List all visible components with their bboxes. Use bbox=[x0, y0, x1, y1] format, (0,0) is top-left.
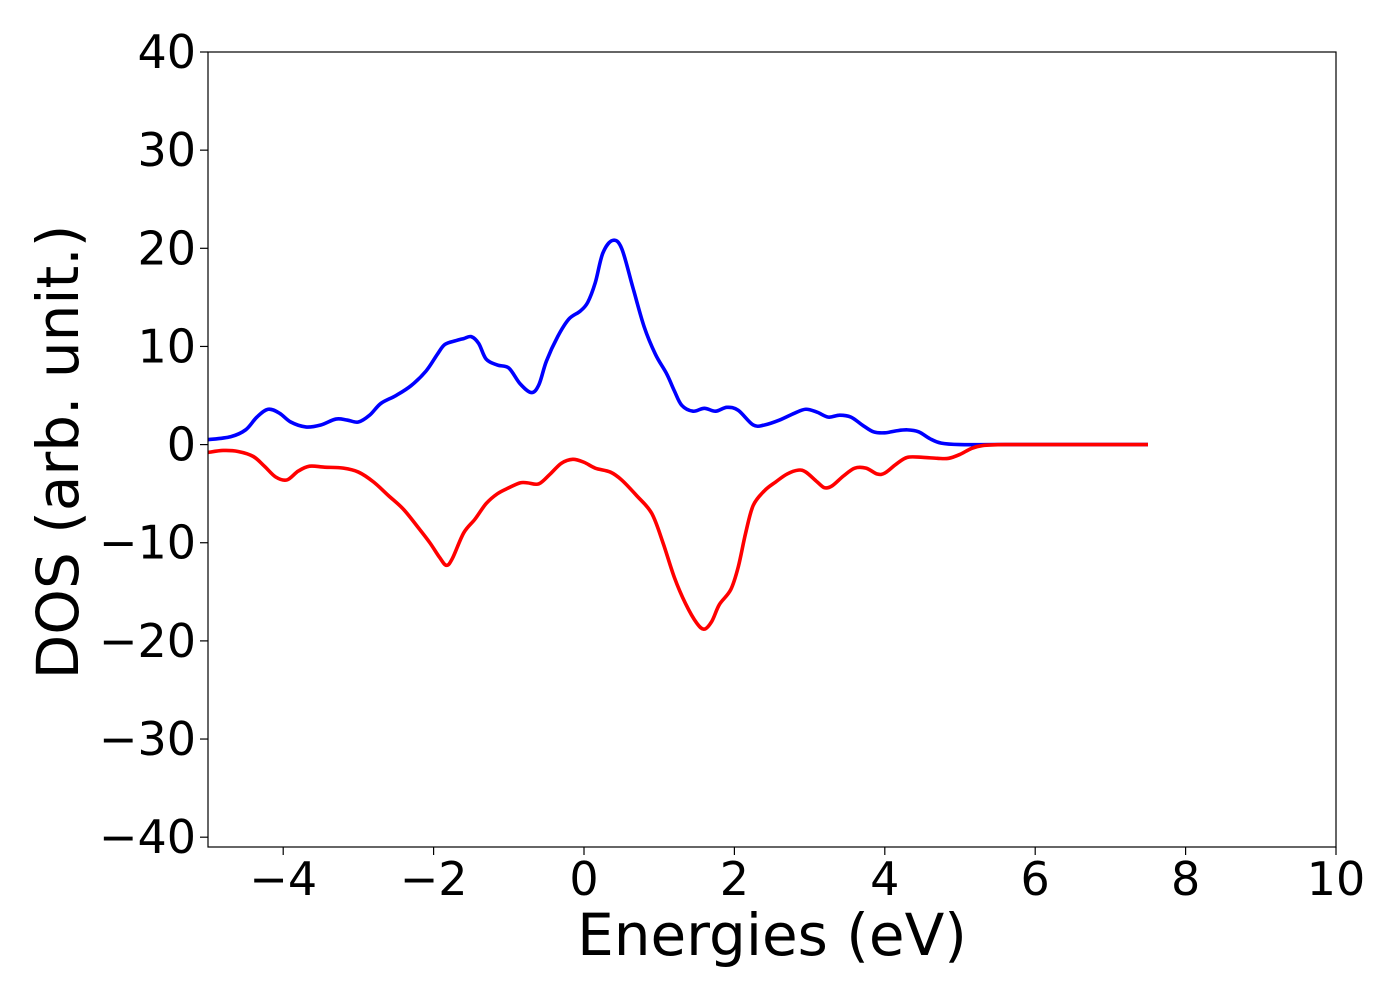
y-tick-label: 10 bbox=[137, 319, 196, 373]
series-line-1 bbox=[207, 238, 1148, 447]
x-tick-label: −4 bbox=[249, 852, 317, 906]
y-tick-label: −20 bbox=[99, 614, 196, 668]
x-axis-label: Energies (eV) bbox=[577, 901, 967, 969]
y-tick-label: −40 bbox=[99, 810, 196, 864]
y-tick-label: 40 bbox=[137, 25, 196, 79]
x-tick-label: 4 bbox=[870, 852, 899, 906]
plot-frame bbox=[207, 51, 1337, 848]
y-tick-label: −10 bbox=[99, 516, 196, 570]
y-tick-label: 0 bbox=[167, 418, 196, 472]
series-group bbox=[207, 238, 1148, 631]
y-tick-label: 20 bbox=[137, 221, 196, 275]
y-tick-label: −30 bbox=[99, 712, 196, 766]
x-ticks: −4 −2 0 2 4 6 8 10 bbox=[249, 847, 1365, 906]
x-tick-label: 0 bbox=[569, 852, 598, 906]
x-tick-label: 2 bbox=[720, 852, 749, 906]
series-line-2 bbox=[207, 442, 1148, 631]
x-tick-label: 10 bbox=[1307, 852, 1366, 906]
y-axis-label: DOS (arb. unit.) bbox=[24, 225, 92, 680]
x-tick-label: 8 bbox=[1171, 852, 1200, 906]
y-ticks: 40 30 20 10 0 −10 −20 −30 −40 bbox=[99, 25, 208, 864]
x-tick-label: −2 bbox=[400, 852, 468, 906]
x-tick-label: 6 bbox=[1021, 852, 1050, 906]
y-tick-label: 30 bbox=[137, 123, 196, 177]
